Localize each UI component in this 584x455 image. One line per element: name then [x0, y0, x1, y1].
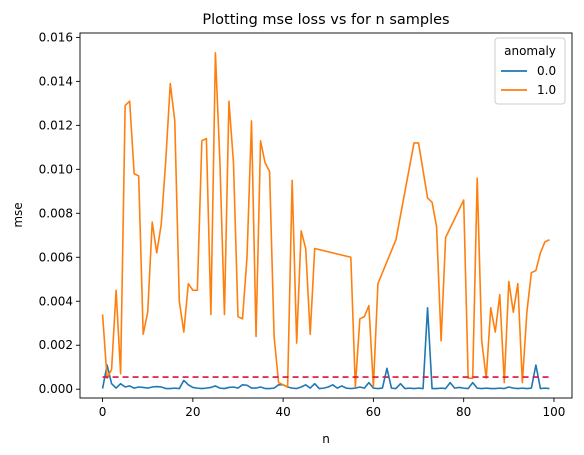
- axes-frame: [79, 32, 573, 399]
- y-tick-label: 0.012: [39, 118, 73, 132]
- x-tick-label: 80: [456, 405, 471, 419]
- y-tick-label: 0.008: [39, 206, 73, 220]
- x-tick-label: 20: [185, 405, 200, 419]
- legend: anomaly 0.0 1.0: [494, 37, 566, 105]
- y-tick-label: 0.016: [39, 30, 73, 44]
- legend-title: anomaly: [504, 44, 556, 58]
- plot-area: 0 20 40 60 80 100 0.000 0.002 0.004 0.006 0.008 0.0…: [39, 30, 573, 419]
- legend-box: [494, 37, 566, 105]
- series-line-anomaly-0: [101, 307, 550, 390]
- y-tick-label: 0.010: [39, 162, 73, 176]
- x-tick-label: 60: [366, 405, 381, 419]
- x-tick-label: 0: [99, 405, 107, 419]
- y-axis-label: mse: [11, 202, 25, 227]
- y-tick-label: 0.014: [39, 74, 73, 88]
- y-tick-label: 0.006: [39, 250, 73, 264]
- x-tick-label: 40: [275, 405, 290, 419]
- legend-entry: 0.0: [537, 64, 556, 78]
- x-tick-label: 100: [542, 405, 565, 419]
- chart-title: Plotting mse loss vs for n samples: [202, 12, 449, 28]
- series-line-anomaly-1: [101, 51, 550, 388]
- legend-entry: 1.0: [537, 83, 556, 97]
- y-tick-label: 0.002: [39, 338, 73, 352]
- y-tick-label: 0.004: [39, 294, 73, 308]
- x-axis-label: n: [322, 432, 330, 446]
- y-tick-label: 0.000: [39, 382, 73, 396]
